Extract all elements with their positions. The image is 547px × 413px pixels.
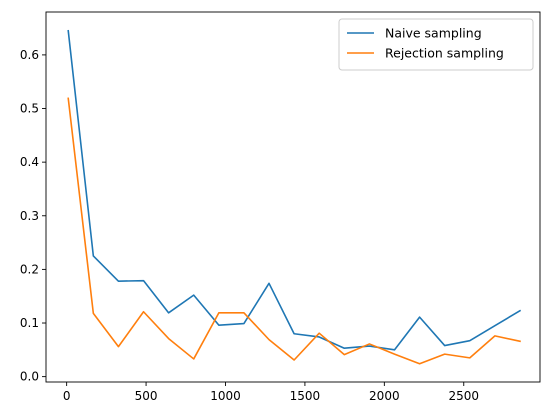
y-axis: 0.0 0.1 0.2 0.3 0.4 0.5 0.6 [20, 48, 46, 384]
y-tick-label: 0.2 [20, 262, 39, 276]
legend: Naive sampling Rejection sampling [338, 18, 534, 71]
legend-label: Naive sampling [385, 26, 482, 41]
y-tick-label: 0.4 [20, 155, 39, 169]
x-tick-label: 2000 [369, 389, 400, 403]
x-tick-label: 2500 [448, 389, 479, 403]
x-tick-label: 1500 [290, 389, 321, 403]
y-tick-label: 0.3 [20, 209, 39, 223]
legend-box [338, 18, 534, 71]
x-axis: 0 500 1000 1500 2000 2500 [63, 382, 479, 403]
x-tick-label: 500 [135, 389, 158, 403]
y-tick-label: 0.0 [20, 370, 39, 384]
legend-label: Rejection sampling [385, 46, 504, 61]
series-line-rejection-sampling [67, 97, 521, 365]
x-tick-label: 0 [63, 389, 71, 403]
y-tick-label: 0.6 [20, 48, 39, 62]
plot-background [46, 12, 540, 382]
y-tick-label: 0.1 [20, 316, 39, 330]
y-tick-label: 0.5 [20, 102, 39, 116]
series-layer [67, 29, 522, 365]
plot-frame [45, 11, 541, 383]
x-tick-label: 1000 [210, 389, 241, 403]
series-line-naive-sampling [67, 29, 522, 351]
